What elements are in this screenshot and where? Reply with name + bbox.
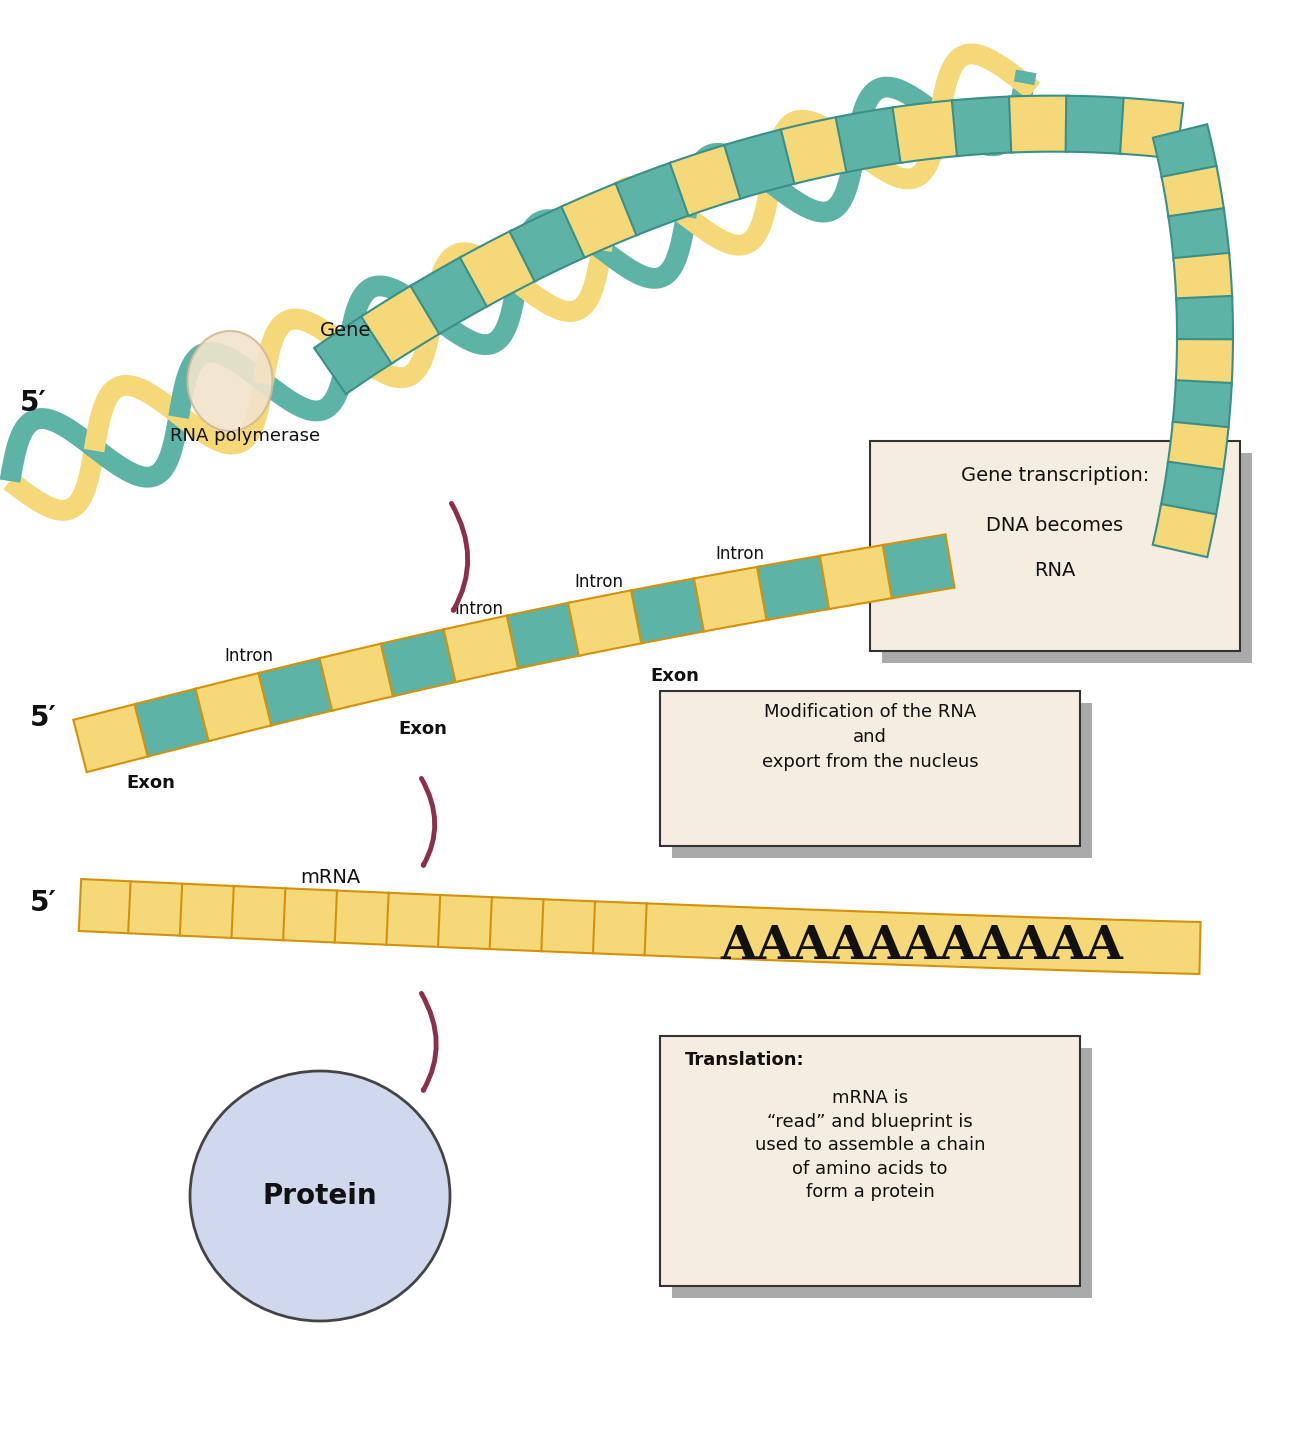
Polygon shape [1168, 207, 1229, 260]
Polygon shape [694, 567, 768, 631]
Text: Intron: Intron [575, 572, 623, 591]
Polygon shape [1176, 339, 1233, 385]
Polygon shape [615, 162, 691, 235]
Polygon shape [1176, 296, 1233, 342]
Polygon shape [1120, 97, 1184, 159]
Polygon shape [883, 534, 954, 598]
Text: AAAAAAAAAAA: AAAAAAAAAAA [720, 923, 1123, 969]
Polygon shape [1160, 462, 1224, 517]
Polygon shape [1168, 422, 1228, 472]
Polygon shape [670, 145, 742, 216]
Polygon shape [1153, 124, 1218, 179]
Polygon shape [319, 644, 395, 711]
Bar [672, 1047, 1092, 1298]
Bar [870, 441, 1240, 651]
Polygon shape [410, 256, 489, 333]
Text: Modification of the RNA
and
export from the nucleus: Modification of the RNA and export from … [762, 703, 979, 771]
Polygon shape [1153, 504, 1216, 557]
Bar [659, 1036, 1080, 1286]
Polygon shape [258, 658, 334, 726]
Polygon shape [724, 129, 797, 199]
Text: 5′: 5′ [19, 389, 47, 416]
Polygon shape [79, 879, 1201, 975]
Polygon shape [506, 602, 580, 668]
Polygon shape [781, 117, 849, 183]
Text: mRNA: mRNA [300, 869, 361, 887]
Text: 5′: 5′ [30, 704, 57, 733]
Text: DNA becomes: DNA becomes [986, 517, 1124, 535]
Bar [659, 691, 1080, 846]
Polygon shape [196, 673, 273, 741]
Text: Gene transcription:: Gene transcription: [961, 467, 1149, 485]
FancyArrowPatch shape [422, 778, 435, 866]
Polygon shape [631, 578, 706, 644]
Ellipse shape [190, 1070, 450, 1321]
Polygon shape [893, 100, 959, 163]
Bar [672, 703, 1092, 859]
Text: Intron: Intron [715, 545, 765, 562]
Polygon shape [569, 590, 643, 655]
Ellipse shape [187, 331, 273, 431]
FancyArrowPatch shape [452, 504, 467, 610]
Polygon shape [836, 107, 902, 172]
Text: Translation:: Translation: [685, 1050, 805, 1069]
Polygon shape [444, 615, 519, 683]
Polygon shape [459, 230, 537, 306]
Polygon shape [1009, 96, 1068, 153]
Text: Exon: Exon [398, 720, 447, 738]
FancyArrowPatch shape [422, 993, 436, 1090]
Text: Gene: Gene [321, 321, 371, 341]
Text: RNA: RNA [1035, 561, 1076, 580]
Polygon shape [820, 545, 893, 610]
Bar [883, 454, 1253, 663]
Text: RNA polymerase: RNA polymerase [170, 426, 321, 445]
Text: mRNA is
“read” and blueprint is
used to assemble a chain
of amino acids to
form : mRNA is “read” and blueprint is used to … [754, 1089, 985, 1202]
Polygon shape [135, 688, 210, 757]
Polygon shape [1162, 166, 1224, 219]
Polygon shape [561, 183, 639, 258]
Polygon shape [73, 704, 149, 773]
Polygon shape [1173, 253, 1232, 301]
Polygon shape [314, 315, 393, 394]
Polygon shape [757, 555, 831, 620]
Polygon shape [1172, 381, 1232, 429]
Polygon shape [951, 96, 1014, 156]
Text: Protein: Protein [262, 1182, 378, 1211]
Polygon shape [1066, 96, 1125, 155]
Text: Exon: Exon [650, 667, 700, 685]
Polygon shape [361, 285, 441, 363]
Text: 5′: 5′ [30, 889, 57, 917]
Polygon shape [510, 206, 587, 282]
Text: Intron: Intron [454, 601, 504, 618]
Polygon shape [380, 630, 457, 697]
Text: Intron: Intron [225, 647, 273, 665]
Text: Exon: Exon [126, 774, 175, 791]
